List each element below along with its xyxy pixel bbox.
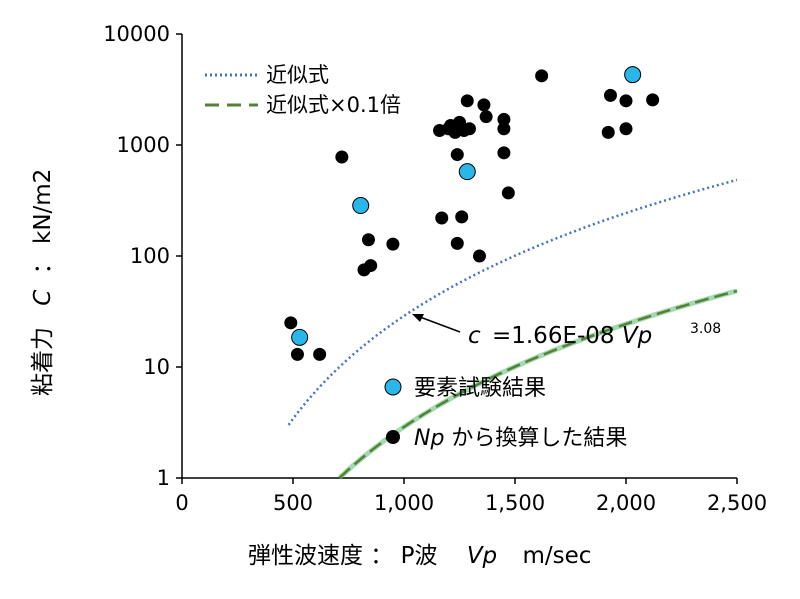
np-converted-point bbox=[460, 94, 474, 108]
np-converted-point bbox=[435, 211, 449, 225]
np-converted-point bbox=[535, 69, 549, 83]
np-converted-point bbox=[335, 150, 349, 164]
x-tick-label: 2,000 bbox=[596, 491, 656, 515]
x-axis-label-unit: m/sec bbox=[522, 543, 591, 569]
x-axis-label-prefix: 弾性波速度 ： P波 bbox=[248, 543, 438, 569]
equation-annotation: c =1.66E-08 Vp 3.08 bbox=[412, 314, 721, 349]
np-converted-point bbox=[284, 316, 298, 330]
key-black-var: Np bbox=[414, 426, 444, 451]
equation-var: c bbox=[468, 323, 481, 349]
x-tick-label: 2,500 bbox=[707, 491, 767, 515]
element-test-point bbox=[352, 197, 370, 215]
np-converted-point bbox=[472, 249, 486, 263]
axes: 0 500 1,000 1,500 2,000 2,500 1 10 100 1000 10000 bbox=[103, 22, 767, 515]
legend-approx-x01-label: 近似式×0.1倍 bbox=[266, 93, 401, 117]
y-axis-label-unit: ： kN/m2 bbox=[30, 169, 56, 275]
np-converted-point bbox=[497, 122, 511, 136]
x-tick-label: 1,000 bbox=[374, 491, 434, 515]
y-tick-label: 10 bbox=[143, 355, 170, 379]
key-blue-label: 要素試験結果 bbox=[414, 376, 546, 401]
x-tick-label: 1,500 bbox=[485, 491, 545, 515]
np-converted-point bbox=[501, 186, 515, 200]
np-converted-point bbox=[450, 236, 464, 250]
key-black-label: から換算した結果 bbox=[451, 426, 627, 451]
element-test-point bbox=[624, 66, 642, 84]
np-converted-point bbox=[646, 93, 660, 107]
np-converted-point bbox=[479, 110, 493, 124]
np-converted-point bbox=[477, 98, 491, 112]
y-axis-label: 粘着力 C ： kN/m2 bbox=[30, 169, 56, 396]
y-tick-label: 1 bbox=[157, 466, 170, 490]
y-axis-label-prefix: 粘着力 bbox=[30, 327, 56, 396]
curves bbox=[287, 178, 738, 480]
x-tick-label: 500 bbox=[273, 491, 313, 515]
np-converted-point bbox=[361, 233, 375, 247]
y-axis-label-var: C bbox=[30, 290, 56, 306]
equation-exponent: 3.08 bbox=[690, 321, 721, 337]
np-converted-point bbox=[313, 347, 327, 361]
equation-arrow bbox=[419, 316, 461, 333]
np-converted-point bbox=[619, 94, 633, 108]
np-converted-point bbox=[455, 210, 469, 224]
np-converted-point bbox=[603, 88, 617, 102]
data-points bbox=[284, 66, 660, 361]
svg-text:Np から換算した結果: Np から換算した結果 bbox=[414, 426, 627, 451]
np-converted-point bbox=[619, 122, 633, 136]
x-axis-label: 弾性波速度 ： P波 Vp m/sec bbox=[248, 543, 591, 569]
y-tick-label: 1000 bbox=[117, 133, 170, 157]
legend-top: 近似式 近似式×0.1倍 bbox=[205, 63, 401, 117]
element-test-point bbox=[458, 163, 476, 181]
np-converted-point bbox=[462, 122, 476, 136]
equation-var2: Vp bbox=[622, 323, 652, 349]
x-axis-label-var: Vp bbox=[467, 543, 497, 569]
np-converted-point bbox=[450, 148, 464, 162]
approx-x01-curve bbox=[338, 289, 738, 479]
np-converted-point bbox=[497, 112, 511, 126]
svg-text:c =1.66E-08 Vp: c =1.66E-08 Vp bbox=[468, 323, 652, 349]
legend-approx-label: 近似式 bbox=[266, 63, 329, 87]
equation-body: =1.66E-08 bbox=[492, 323, 615, 349]
np-converted-point bbox=[497, 146, 511, 160]
y-tick-label: 100 bbox=[130, 244, 170, 268]
np-converted-point bbox=[290, 347, 304, 361]
element-test-point bbox=[291, 328, 309, 346]
np-converted-point bbox=[601, 125, 615, 139]
y-tick-label: 10000 bbox=[103, 22, 170, 46]
np-converted-point bbox=[364, 259, 378, 273]
x-tick-label: 0 bbox=[175, 491, 188, 515]
key-black-marker bbox=[386, 430, 400, 444]
legend-bottom: 要素試験結果 Np から換算した結果 bbox=[384, 376, 627, 451]
key-blue-marker bbox=[384, 378, 402, 396]
np-converted-point bbox=[386, 237, 400, 251]
equation-arrowhead bbox=[412, 314, 424, 322]
